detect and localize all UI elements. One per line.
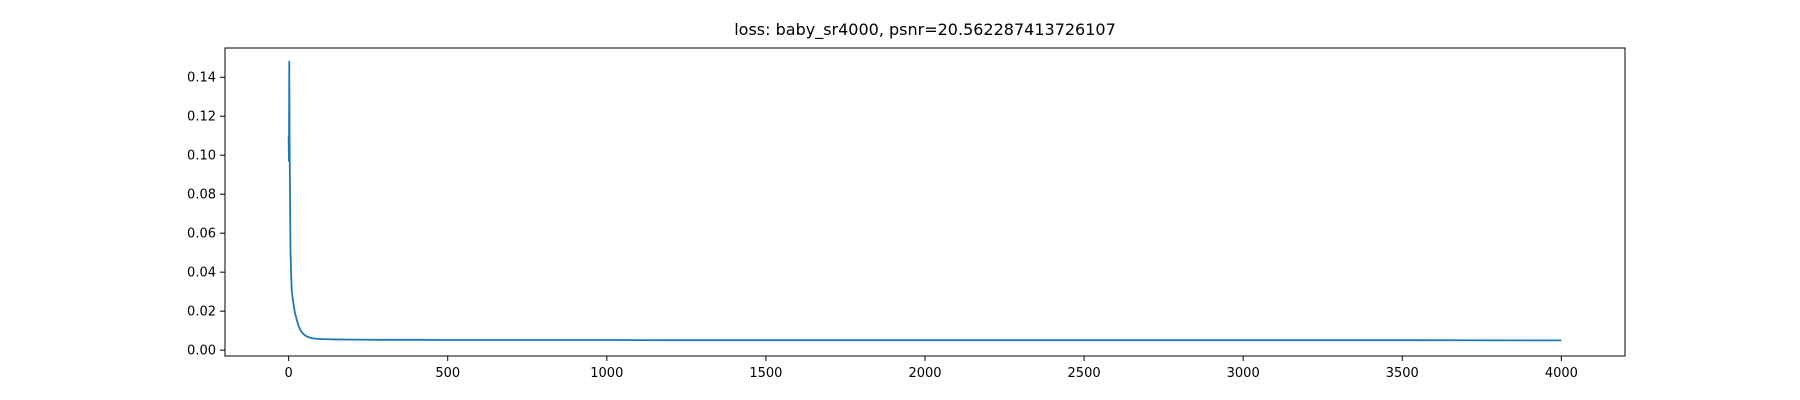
x-tick-label: 2000	[908, 366, 941, 381]
y-tick-label: 0.06	[187, 227, 216, 242]
x-tick-label: 0	[284, 366, 292, 381]
loss-series-line	[287, 60, 1562, 342]
x-tick-label: 4000	[1545, 366, 1578, 381]
y-axis: 0.00 0.02 0.04 0.06 0.08 0.10 0.12 0.14	[187, 71, 225, 359]
x-tick-label: 2500	[1068, 366, 1101, 381]
y-tick-label: 0.10	[187, 149, 216, 164]
x-tick-label: 1000	[590, 366, 623, 381]
x-tick-label: 3000	[1227, 366, 1260, 381]
x-tick-label: 500	[435, 366, 460, 381]
y-tick-label: 0.14	[187, 71, 216, 86]
y-tick-label: 0.02	[187, 305, 216, 320]
x-axis: 0 500 1000 1500 2000 2500 3000 3500 4000	[284, 356, 1578, 381]
chart-title: loss: baby_sr4000, psnr=20.5622874137261…	[734, 20, 1116, 40]
plot-area-frame	[224, 47, 1626, 357]
y-tick-label: 0.04	[187, 266, 216, 281]
x-tick-label: 3500	[1386, 366, 1419, 381]
y-tick-label: 0.00	[187, 344, 216, 359]
y-tick-label: 0.12	[187, 110, 216, 125]
x-tick-label: 1500	[749, 366, 782, 381]
y-tick-label: 0.08	[187, 188, 216, 203]
